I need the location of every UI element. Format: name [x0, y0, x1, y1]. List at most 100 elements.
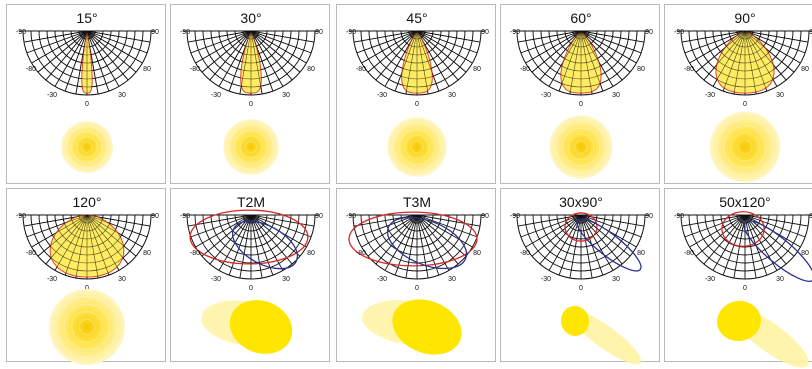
- polar-radial-overlay: [580, 30, 623, 81]
- polar-radial-overlay: [218, 30, 252, 87]
- polar-tick-label: -80: [520, 66, 530, 73]
- polar-radial-overlay: [31, 30, 88, 64]
- polar-radial-overlay: [733, 30, 746, 95]
- curve-blue: [386, 216, 468, 270]
- light-spot-ring: [574, 140, 588, 154]
- polar-radial-overlay: [416, 30, 440, 92]
- polar-tick-label: 90: [809, 29, 812, 36]
- panel-8: T3M -90 90 -80 80 -30 30 0: [336, 188, 496, 362]
- polar-radial-line: [548, 214, 582, 271]
- panel-2: 30° -90 90 -80 80 -30 30 0: [170, 4, 330, 184]
- polar-tick-label: -90: [16, 213, 26, 220]
- polar-tick-label: -80: [684, 250, 694, 257]
- polar-radial-line: [695, 214, 746, 257]
- polar-radial-line: [539, 214, 582, 265]
- panel-title: 15°: [76, 10, 97, 26]
- polar-tick-label: 80: [801, 66, 809, 73]
- panel-7: T2M -90 90 -80 80 -30 30 0: [170, 188, 330, 362]
- light-wash: [717, 300, 809, 368]
- polar-radial-overlay: [86, 30, 110, 92]
- polar-tick-label: 0: [743, 285, 747, 292]
- polar-tick-label: 0: [743, 101, 747, 108]
- polar-tick-label: -80: [26, 250, 36, 257]
- polar-radial-overlay: [86, 30, 137, 73]
- polar-tick-label: -90: [16, 29, 26, 36]
- polar-tick-label: -80: [520, 250, 530, 257]
- polar-tick-label: -80: [190, 250, 200, 257]
- panel-title: 90°: [734, 10, 755, 26]
- polar-tick-label: 90: [315, 213, 323, 220]
- panel-graphic: 45° -90 90 -80 80 -30 30 0: [346, 10, 489, 177]
- polar-tick-label: 80: [637, 66, 645, 73]
- polar-grid-overlay: [23, 214, 151, 279]
- panel-title: 45°: [406, 10, 427, 26]
- polar-radial-line: [580, 214, 614, 271]
- light-spot-ring: [228, 124, 274, 170]
- panel-graphic: 50x120° -90 90 -80 80 -30 30 0: [674, 194, 812, 368]
- light-spot-ring: [567, 133, 595, 161]
- polar-radial-overlay: [86, 214, 129, 265]
- light-spot-ring: [716, 118, 774, 176]
- polar-radial-overlay: [31, 214, 88, 248]
- polar-radial-line: [190, 214, 252, 238]
- polar-tick-label: 90: [481, 29, 489, 36]
- light-spot-ring: [63, 303, 111, 351]
- polar-radial-line: [684, 214, 746, 238]
- polar-tick-label: -30: [705, 92, 715, 99]
- polar-radial-overlay: [86, 30, 99, 95]
- polar-tick-label: -30: [705, 276, 715, 283]
- polar-grid: [183, 214, 319, 280]
- polar-radial-line: [405, 214, 418, 279]
- light-wash: [362, 299, 462, 355]
- polar-radial-overlay: [416, 30, 429, 95]
- polar-radial-overlay: [250, 30, 274, 92]
- polar-radial-line: [375, 214, 418, 265]
- polar-tick-label: -80: [190, 66, 200, 73]
- polar-grid-overlay: [187, 30, 315, 95]
- polar-radial-overlay: [209, 30, 252, 81]
- polar-grid: [677, 214, 812, 280]
- polar-radial-overlay: [26, 214, 88, 238]
- polar-tick-label: 80: [473, 250, 481, 257]
- polar-tick-label: 30: [448, 276, 456, 283]
- polar-radial-overlay: [569, 30, 582, 95]
- polar-radial-overlay: [416, 30, 473, 64]
- polar-radial-line: [416, 214, 450, 271]
- polar-radial-overlay: [250, 30, 263, 95]
- polar-tick-label: 80: [473, 66, 481, 73]
- panel-graphic: 30° -90 90 -80 80 -30 30 0: [180, 10, 323, 175]
- polar-tick-label: -30: [541, 276, 551, 283]
- polar-radial-overlay: [187, 30, 252, 43]
- polar-radial-overlay: [75, 30, 88, 95]
- polar-radial-overlay: [45, 214, 88, 265]
- panel-title: T2M: [237, 194, 265, 210]
- polar-tick-label: 30: [282, 92, 290, 99]
- light-spot: [61, 121, 113, 173]
- polar-radial-line: [416, 214, 481, 227]
- polar-radial-line: [361, 214, 418, 248]
- light-spot-ring: [76, 136, 98, 158]
- polar-tick-label: 90: [315, 29, 323, 36]
- polar-radial-line: [250, 214, 293, 265]
- polar-radial-line: [744, 214, 806, 238]
- polar-radial-overlay: [539, 30, 582, 81]
- polar-radial-overlay: [86, 214, 143, 248]
- panel-title: 60°: [570, 10, 591, 26]
- polar-tick-label: 90: [645, 213, 653, 220]
- polar-radial-overlay: [558, 30, 582, 92]
- asymmetric-curves: [721, 211, 812, 282]
- panel-title: T3M: [403, 194, 431, 210]
- polar-tick-label: 30: [612, 276, 620, 283]
- light-spot: [709, 111, 781, 183]
- light-spot: [549, 115, 613, 179]
- polar-radial-overlay: [689, 30, 746, 64]
- light-spot-ring: [561, 127, 601, 167]
- polar-tick-label: 0: [579, 101, 583, 108]
- polar-radial-line: [744, 214, 787, 265]
- polar-radial-overlay: [23, 30, 88, 43]
- polar-radial-overlay: [86, 30, 151, 43]
- polar-tick-label: -80: [356, 66, 366, 73]
- polar-tick-label: -90: [346, 29, 356, 36]
- polar-radial-overlay: [416, 30, 481, 43]
- curve-red: [189, 209, 309, 265]
